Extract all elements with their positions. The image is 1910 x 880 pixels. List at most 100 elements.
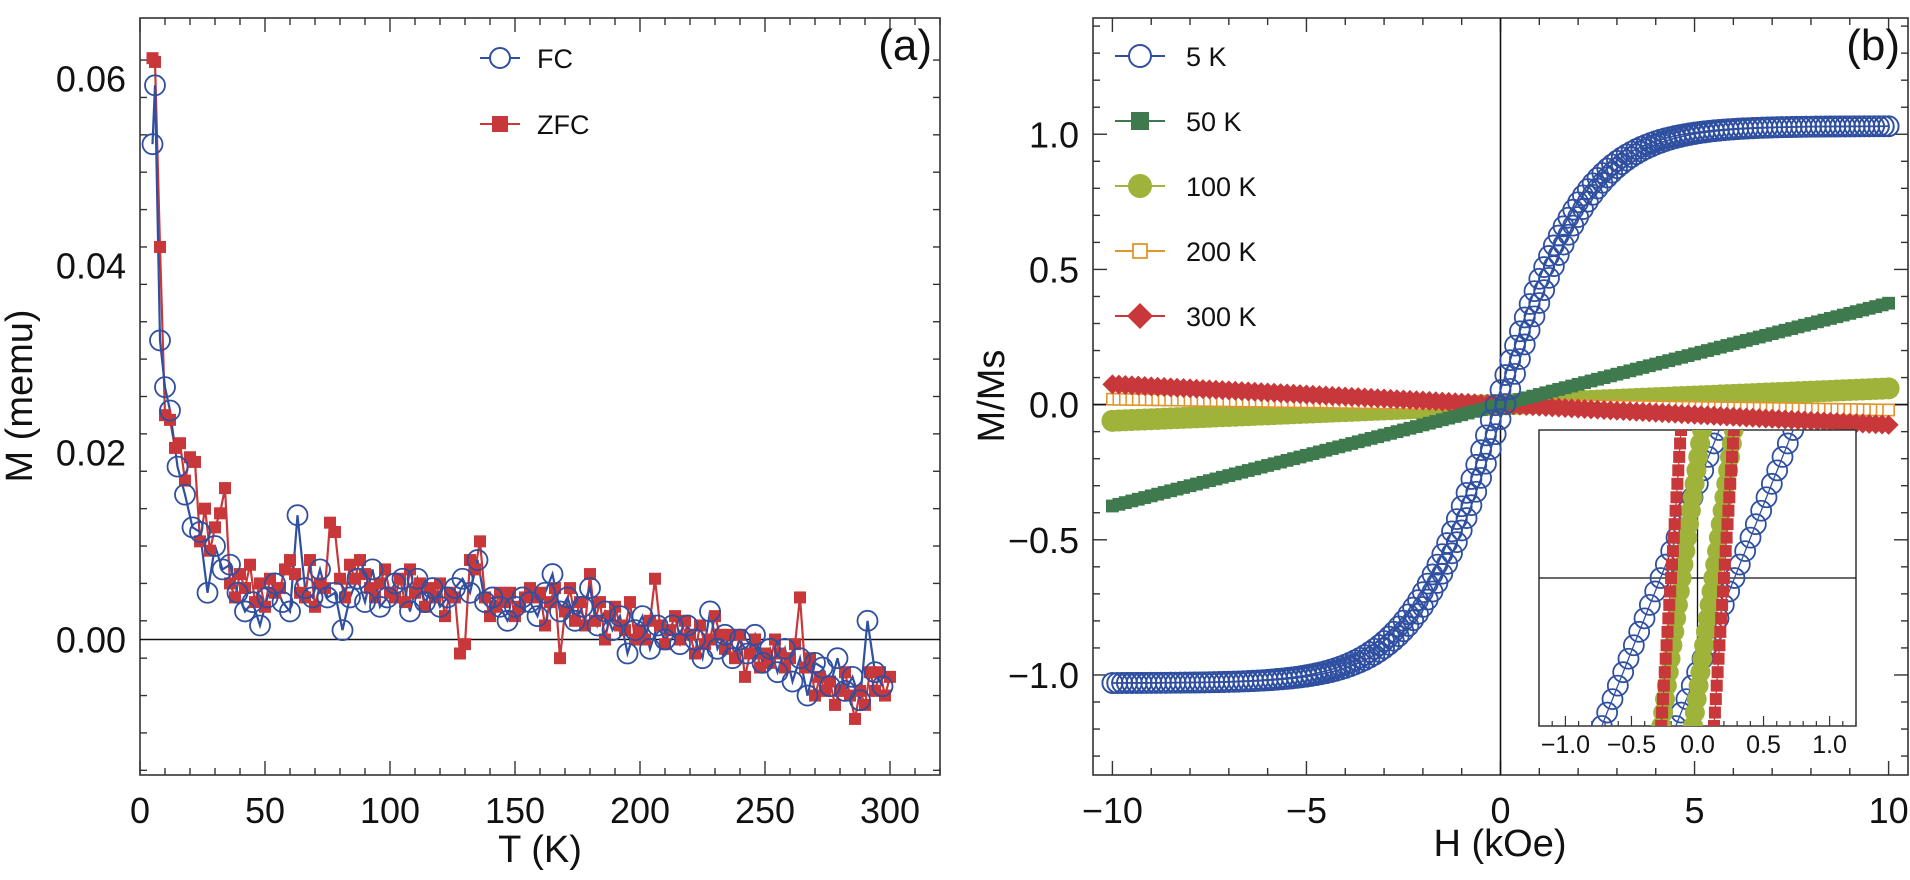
inset-point-300k: [1708, 720, 1721, 726]
data-point-5k: [1509, 320, 1531, 343]
data-point-zfc: [829, 698, 841, 711]
inset-point-300k: [1722, 504, 1735, 517]
data-point-5k: [1504, 334, 1526, 357]
data-point-zfc: [424, 582, 436, 595]
y-tick-label-a: 0.04: [56, 246, 126, 287]
panel-label-a: (a): [878, 21, 932, 70]
x-axis-title-a: T (K): [498, 829, 582, 871]
data-point-zfc: [279, 563, 291, 576]
data-point-fc: [154, 376, 176, 399]
data-point-zfc: [209, 521, 221, 534]
legend-entry-50k: 50 K: [1115, 107, 1242, 137]
data-point-zfc: [659, 638, 671, 651]
data-point-zfc: [864, 666, 876, 679]
inset-point-5k: [1638, 594, 1661, 616]
data-point-5k: [1402, 596, 1425, 619]
inset-point-300k: [1656, 693, 1669, 706]
legend-entry-5k: 5 K: [1115, 42, 1227, 72]
data-point-zfc: [284, 554, 296, 567]
inset-point-300k: [1713, 639, 1726, 652]
data-point-fc: [324, 581, 346, 604]
data-point-zfc: [874, 666, 886, 679]
data-point-zfc: [264, 572, 276, 585]
data-point-5k: [1538, 245, 1560, 267]
inset-point-5k: [1739, 526, 1762, 549]
data-point-fc: [729, 628, 751, 651]
axis-ticks-b: −10 −5 0 5 10 −1.0 −0.5 0.0 0.5 1.0: [1008, 18, 1909, 831]
inset-point-300k: [1656, 706, 1669, 719]
data-point-zfc: [189, 455, 201, 468]
inset-point-300k: [1721, 518, 1734, 531]
data-point-fc: [166, 455, 189, 478]
inset-point-5k: [1755, 486, 1778, 509]
data-point-zfc: [569, 614, 581, 627]
data-point-fc: [141, 133, 164, 156]
data-point-zfc: [289, 568, 301, 581]
x-axis-title-b: H (kOe): [1434, 823, 1567, 865]
data-point-zfc: [824, 675, 836, 688]
inset-point-300k: [1708, 706, 1721, 719]
data-point-fc: [871, 675, 894, 698]
series-line-5k: [1112, 125, 1889, 684]
data-point-5k: [1436, 532, 1459, 554]
data-point-5k: [1513, 306, 1536, 329]
data-point-5k: [1863, 115, 1885, 138]
inset-point-300k: [1661, 625, 1674, 638]
inset-point-5k: [1617, 647, 1640, 670]
data-point-zfc: [404, 563, 416, 576]
data-point-zfc: [719, 642, 731, 655]
inset-x-tick-label: 0.5: [1746, 731, 1781, 759]
data-point-zfc: [764, 656, 776, 669]
data-point-fc: [159, 399, 181, 422]
data-point-fc: [684, 628, 706, 651]
data-point-zfc: [624, 596, 636, 609]
inset-point-5k: [1622, 634, 1645, 657]
inset-point-300k: [1672, 464, 1685, 477]
data-point-fc: [819, 675, 841, 698]
data-point-fc: [339, 586, 361, 609]
data-point-zfc: [554, 652, 566, 665]
data-point-zfc: [364, 582, 376, 595]
data-point-fc: [826, 647, 849, 670]
inset-point-300k: [1726, 450, 1739, 463]
data-point-fc: [856, 609, 879, 632]
inset-point-300k: [1727, 430, 1740, 436]
data-point-5k: [1484, 394, 1507, 417]
inset-point-300k: [1719, 545, 1732, 558]
data-point-fc: [256, 586, 279, 609]
data-point-fc: [624, 619, 646, 642]
x-tick-label-a: 300: [860, 790, 920, 831]
data-point-fc: [309, 558, 331, 581]
data-point-5k: [1460, 468, 1483, 490]
data-point-zfc: [749, 633, 761, 646]
inset-point-300k: [1720, 531, 1733, 544]
data-point-fc: [286, 504, 309, 527]
data-point-300k: [1878, 414, 1899, 435]
inset-point-300k: [1717, 572, 1730, 584]
inset-point-300k: [1673, 450, 1686, 463]
legend-entry-200k: 200 K: [1115, 237, 1257, 267]
legend-label-50k: 50 K: [1186, 107, 1242, 137]
axis-ticks-a: 0 50 100 150 200 250 300 0.00 0.02 0.04 0.06: [56, 18, 941, 831]
inset-point-5k: [1771, 446, 1794, 468]
data-point-5k: [1523, 280, 1546, 303]
inset-point-300k: [1712, 652, 1725, 665]
data-point-zfc: [739, 670, 751, 683]
y-tick-label-a: 0.06: [56, 59, 126, 100]
data-point-fc: [646, 614, 669, 637]
data-layer-a: [141, 52, 896, 725]
inset-point-300k: [1655, 720, 1668, 726]
inset-point-300k: [1671, 477, 1684, 490]
inset-point-300k: [1711, 666, 1724, 679]
data-point-fc: [661, 614, 684, 637]
y-tick-label-b: −0.5: [1008, 520, 1079, 561]
data-point-zfc: [859, 698, 871, 711]
inset-point-300k: [1716, 598, 1729, 611]
data-point-5k: [1542, 234, 1565, 257]
data-point-zfc: [304, 554, 316, 567]
inset-point-5k: [1782, 430, 1805, 441]
data-point-zfc: [274, 582, 286, 595]
data-point-fc: [149, 329, 171, 352]
data-point-fc: [249, 614, 271, 637]
data-point-fc: [241, 591, 264, 614]
